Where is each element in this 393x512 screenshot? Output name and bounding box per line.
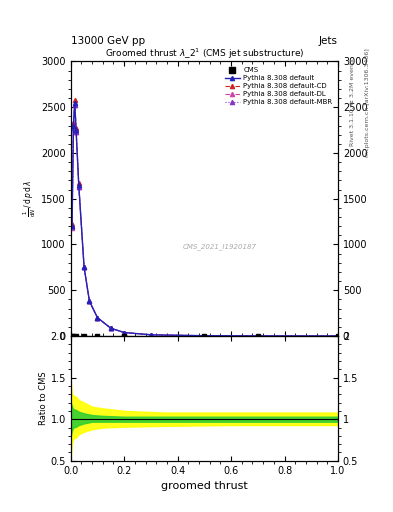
Pythia 8.308 default bbox=[202, 333, 207, 339]
Pythia 8.308 default-CD bbox=[87, 298, 92, 304]
Title: Groomed thrust $\lambda\_2^1$ (CMS jet substructure): Groomed thrust $\lambda\_2^1$ (CMS jet s… bbox=[105, 47, 304, 61]
Pythia 8.308 default-MBR bbox=[336, 333, 340, 339]
Pythia 8.308 default-MBR bbox=[202, 333, 207, 339]
Line: Pythia 8.308 default-DL: Pythia 8.308 default-DL bbox=[70, 103, 340, 338]
CMS bbox=[71, 333, 76, 339]
Pythia 8.308 default-CD bbox=[108, 325, 113, 331]
Pythia 8.308 default bbox=[82, 264, 86, 270]
CMS bbox=[82, 333, 86, 339]
Pythia 8.308 default-DL bbox=[76, 183, 81, 189]
Pythia 8.308 default-DL bbox=[108, 325, 113, 331]
Pythia 8.308 default-DL bbox=[255, 333, 260, 339]
Pythia 8.308 default bbox=[74, 127, 79, 133]
Pythia 8.308 default-CD bbox=[74, 125, 79, 131]
Pythia 8.308 default-CD bbox=[202, 333, 207, 339]
Pythia 8.308 default-CD bbox=[95, 314, 100, 321]
Pythia 8.308 default-DL bbox=[95, 314, 100, 321]
CMS bbox=[202, 333, 207, 339]
Pythia 8.308 default-DL bbox=[72, 102, 77, 108]
Pythia 8.308 default-DL bbox=[336, 333, 340, 339]
Pythia 8.308 default-CD bbox=[149, 332, 153, 338]
Line: Pythia 8.308 default-MBR: Pythia 8.308 default-MBR bbox=[70, 103, 340, 338]
Pythia 8.308 default bbox=[255, 333, 260, 339]
CMS bbox=[122, 333, 127, 339]
Pythia 8.308 default-DL bbox=[149, 332, 153, 338]
Pythia 8.308 default bbox=[72, 99, 77, 105]
Y-axis label: Ratio to CMS: Ratio to CMS bbox=[39, 372, 48, 425]
Text: CMS_2021_I1920187: CMS_2021_I1920187 bbox=[183, 243, 257, 250]
Legend: CMS, Pythia 8.308 default, Pythia 8.308 default-CD, Pythia 8.308 default-DL, Pyt: CMS, Pythia 8.308 default, Pythia 8.308 … bbox=[222, 65, 334, 108]
Pythia 8.308 default-CD bbox=[122, 329, 127, 335]
Y-axis label: $\frac{1}{\mathrm{d}N}\,/\,\mathrm{d}\,p\,\mathrm{d}\,\lambda$: $\frac{1}{\mathrm{d}N}\,/\,\mathrm{d}\,p… bbox=[22, 180, 39, 218]
CMS bbox=[336, 333, 340, 339]
Pythia 8.308 default-MBR bbox=[95, 314, 100, 321]
Pythia 8.308 default-DL bbox=[122, 329, 127, 335]
Pythia 8.308 default-MBR bbox=[72, 102, 77, 108]
Text: Jets: Jets bbox=[319, 36, 338, 46]
Pythia 8.308 default-MBR bbox=[71, 124, 76, 131]
Pythia 8.308 default bbox=[95, 314, 100, 321]
Pythia 8.308 default-MBR bbox=[87, 298, 92, 304]
Pythia 8.308 default-DL bbox=[202, 333, 207, 339]
Pythia 8.308 default-CD bbox=[70, 221, 74, 227]
Pythia 8.308 default-DL bbox=[87, 298, 92, 304]
Text: 13000 GeV pp: 13000 GeV pp bbox=[71, 36, 145, 46]
Pythia 8.308 default bbox=[76, 182, 81, 188]
Line: CMS: CMS bbox=[70, 333, 340, 338]
Pythia 8.308 default-CD bbox=[71, 120, 76, 126]
Pythia 8.308 default-MBR bbox=[76, 183, 81, 189]
Pythia 8.308 default-CD bbox=[82, 264, 86, 270]
Pythia 8.308 default-DL bbox=[82, 264, 86, 270]
Text: mcplots.cern.ch [arXiv:1306.3436]: mcplots.cern.ch [arXiv:1306.3436] bbox=[365, 48, 371, 157]
Pythia 8.308 default-MBR bbox=[149, 332, 153, 338]
Pythia 8.308 default-CD bbox=[76, 180, 81, 186]
Pythia 8.308 default-DL bbox=[74, 129, 79, 135]
Pythia 8.308 default-CD bbox=[255, 333, 260, 339]
Pythia 8.308 default-MBR bbox=[74, 129, 79, 135]
Pythia 8.308 default bbox=[149, 332, 153, 338]
CMS bbox=[255, 333, 260, 339]
Text: Rivet 3.1.10, ≥ 3.2M events: Rivet 3.1.10, ≥ 3.2M events bbox=[350, 58, 355, 146]
Pythia 8.308 default bbox=[336, 333, 340, 339]
Pythia 8.308 default-DL bbox=[71, 124, 76, 131]
Pythia 8.308 default-CD bbox=[336, 333, 340, 339]
CMS bbox=[74, 333, 79, 339]
Pythia 8.308 default bbox=[71, 122, 76, 129]
Pythia 8.308 default-MBR bbox=[70, 224, 74, 230]
X-axis label: groomed thrust: groomed thrust bbox=[161, 481, 248, 491]
Pythia 8.308 default bbox=[87, 298, 92, 304]
Pythia 8.308 default-MBR bbox=[82, 264, 86, 270]
Pythia 8.308 default bbox=[70, 223, 74, 229]
Pythia 8.308 default bbox=[122, 329, 127, 335]
Pythia 8.308 default bbox=[108, 325, 113, 331]
Line: Pythia 8.308 default: Pythia 8.308 default bbox=[70, 100, 340, 338]
Pythia 8.308 default-MBR bbox=[255, 333, 260, 339]
Line: Pythia 8.308 default-CD: Pythia 8.308 default-CD bbox=[70, 98, 340, 338]
Pythia 8.308 default-DL bbox=[70, 225, 74, 231]
CMS bbox=[95, 333, 100, 339]
Pythia 8.308 default-MBR bbox=[122, 329, 127, 335]
Pythia 8.308 default-MBR bbox=[108, 325, 113, 331]
CMS bbox=[70, 333, 74, 339]
Pythia 8.308 default-CD bbox=[72, 97, 77, 103]
